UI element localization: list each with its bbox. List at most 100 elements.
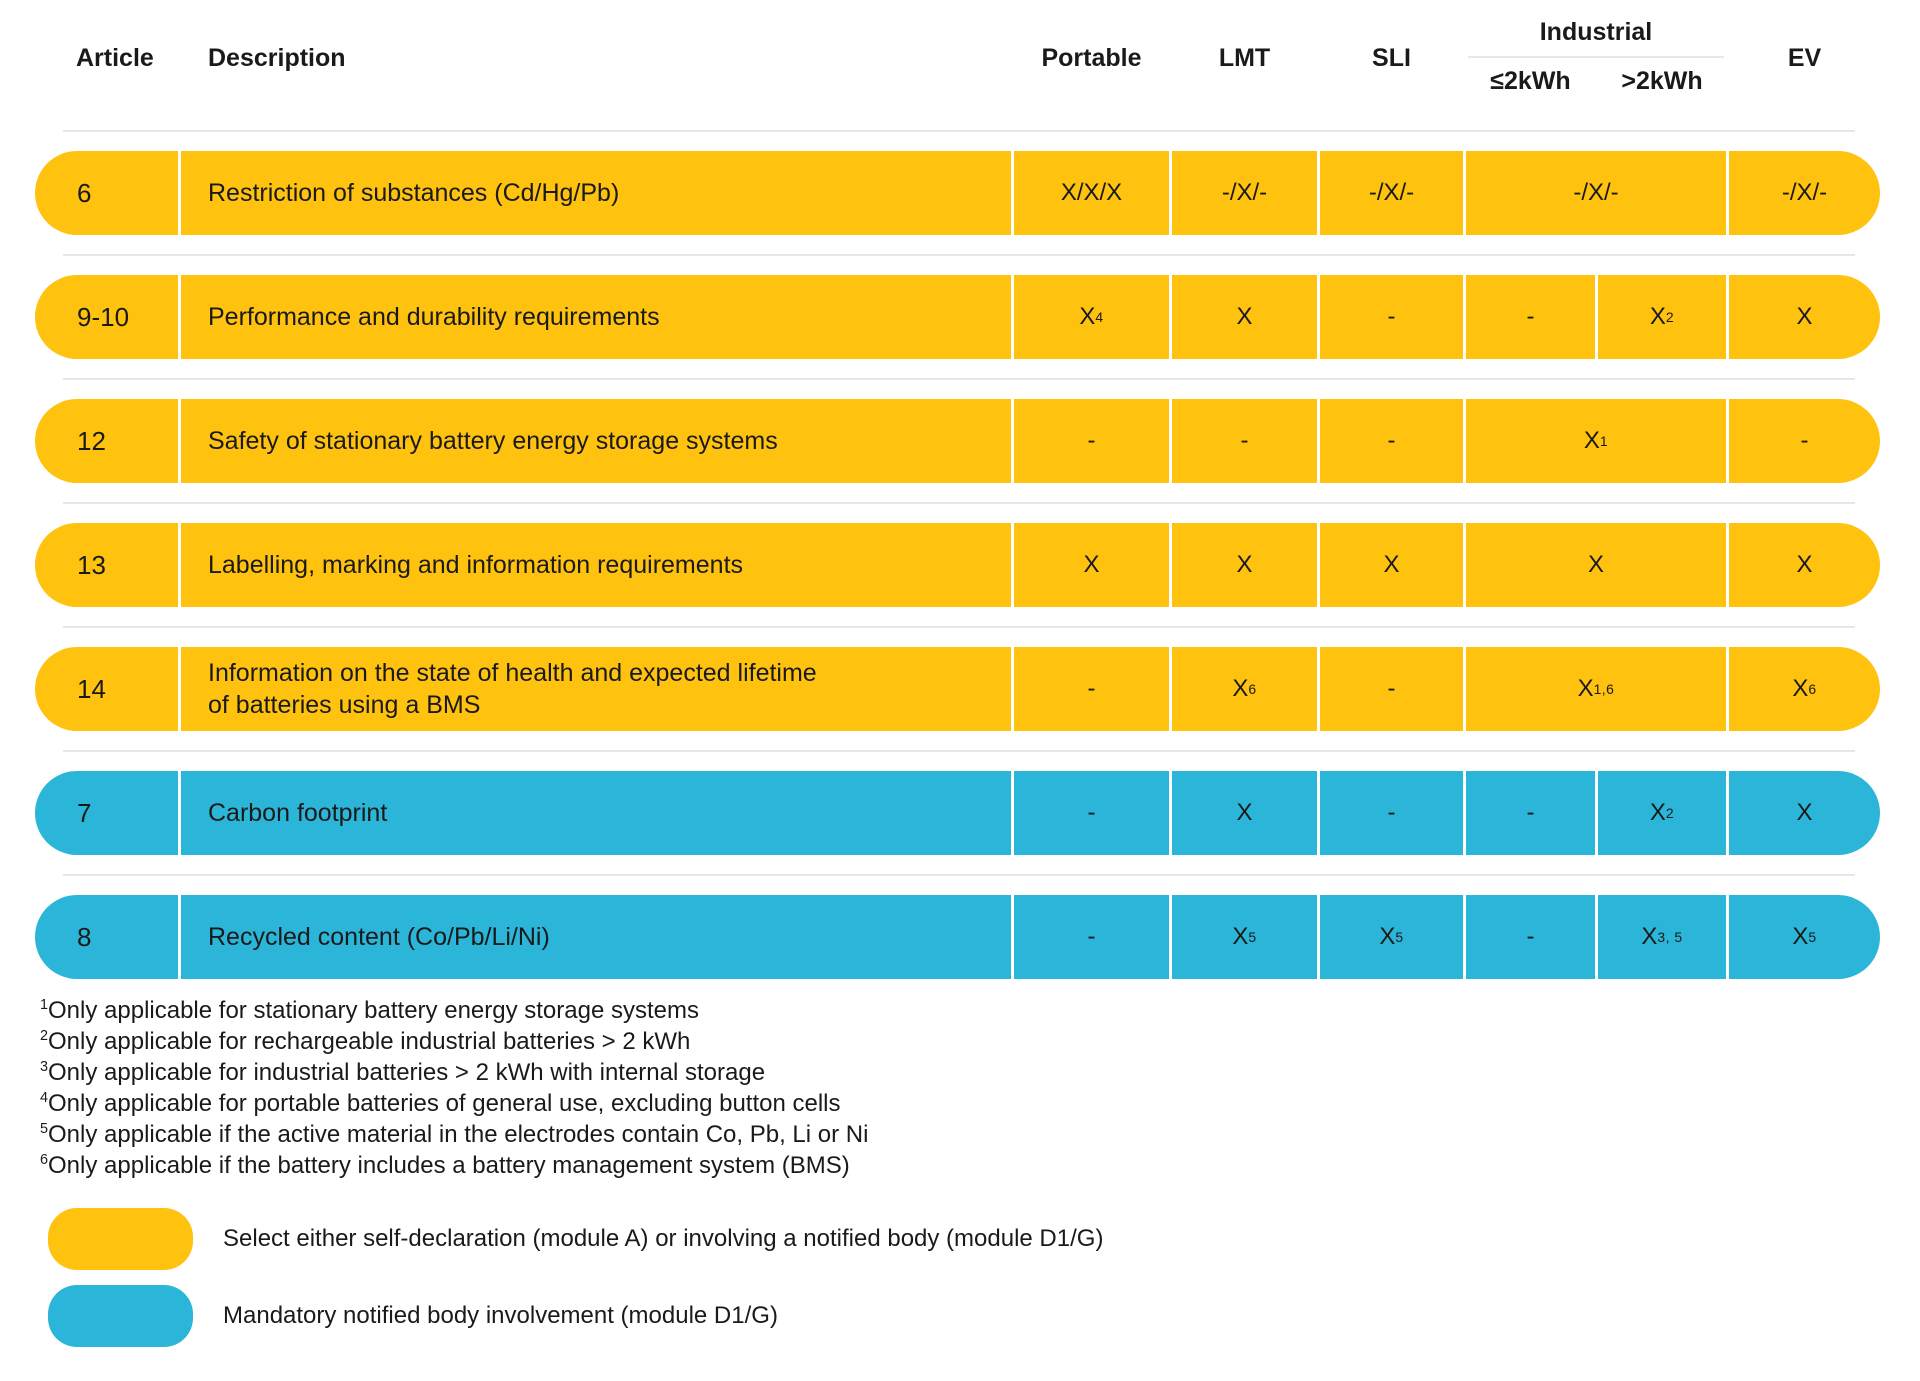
column-header-industrial-le2kwh: ≤2kWh	[1490, 67, 1571, 95]
article-cell: 8	[35, 895, 178, 979]
industrial-le2kwh-value: -	[1466, 771, 1595, 855]
description-cell: Labelling, marking and information requi…	[181, 523, 1011, 607]
table-header-row: Article Description Portable LMT SLI Ind…	[35, 10, 1883, 106]
footnote-6: 6Only applicable if the battery includes…	[40, 1152, 850, 1179]
footnotes: 1Only applicable for stationary battery …	[40, 995, 868, 1181]
legend-swatch-blue	[48, 1285, 193, 1347]
requirements-table: Article Description Portable LMT SLI Ind…	[35, 10, 1883, 979]
lmt-value: -	[1172, 399, 1317, 483]
footnote-2: 2Only applicable for rechargeable indust…	[40, 1028, 691, 1055]
footnote-number: 2	[40, 1028, 49, 1044]
legend-item-yellow: Select either self-declaration (module A…	[48, 1208, 1103, 1270]
footnote-number: 3	[40, 1059, 49, 1075]
column-header-article: Article	[76, 43, 154, 72]
column-header-ev: EV	[1787, 43, 1822, 72]
row-divider	[63, 378, 1855, 380]
portable-value: X/X/X	[1014, 151, 1169, 235]
lmt-value: X	[1172, 523, 1317, 607]
table-row-article-6: 6 Restriction of substances (Cd/Hg/Pb) X/X…	[35, 151, 1883, 235]
legend-label-blue: Mandatory notified body involvement (mod…	[223, 1302, 778, 1329]
footnote-1: 1Only applicable for stationary battery …	[40, 997, 699, 1024]
industrial-subheaders: ≤2kWh >2kWh	[1466, 67, 1726, 96]
footnote-number: 1	[40, 997, 49, 1013]
footnote-number: 5	[40, 1121, 49, 1137]
row-divider	[63, 626, 1855, 628]
portable-value: -	[1014, 647, 1169, 731]
table-row-article-7: 7 Carbon footprint - X - - X 2 X	[35, 771, 1883, 855]
ev-value: X	[1729, 771, 1880, 855]
lmt-value: -/X/-	[1172, 151, 1317, 235]
description-cell: Information on the state of health and e…	[181, 647, 1011, 731]
sli-value: -	[1320, 647, 1463, 731]
table-row-article-14: 14 Information on the state of health and…	[35, 647, 1883, 731]
column-header-industrial-gt2kwh: >2kWh	[1621, 67, 1703, 95]
footnote-5: 5Only applicable if the active material …	[40, 1121, 869, 1148]
article-cell: 13	[35, 523, 178, 607]
column-header-industrial-group: Industrial ≤2kWh >2kWh	[1466, 10, 1726, 106]
column-header-sli: SLI	[1372, 43, 1411, 72]
industrial-value: X	[1466, 523, 1726, 607]
sli-value: -	[1320, 275, 1463, 359]
lmt-value: X	[1172, 771, 1317, 855]
article-cell: 12	[35, 399, 178, 483]
column-header-industrial: Industrial	[1539, 18, 1653, 46]
table-row-article-12: 12 Safety of stationary battery energy st…	[35, 399, 1883, 483]
portable-value: -	[1014, 895, 1169, 979]
portable-value: -	[1014, 771, 1169, 855]
sli-value: -/X/-	[1320, 151, 1463, 235]
industrial-value: X 1,6	[1466, 647, 1726, 731]
footnote-3: 3Only applicable for industrial batterie…	[40, 1059, 766, 1086]
footnote-4: 4Only applicable for portable batteries …	[40, 1090, 841, 1117]
portable-value: -	[1014, 399, 1169, 483]
description-cell: Safety of stationary battery energy stor…	[181, 399, 1011, 483]
industrial-le2kwh-value: -	[1466, 275, 1595, 359]
article-cell: 7	[35, 771, 178, 855]
industrial-group-divider	[1468, 56, 1724, 58]
industrial-le2kwh-value: -	[1466, 895, 1595, 979]
ev-value: -/X/-	[1729, 151, 1880, 235]
table-row-article-8: 8 Recycled content (Co/Pb/Li/Ni) - X 5 X 5- X 3,…	[35, 895, 1883, 979]
article-cell: 14	[35, 647, 178, 731]
portable-value: X	[1014, 523, 1169, 607]
ev-value: X	[1729, 275, 1880, 359]
article-cell: 6	[35, 151, 178, 235]
footnote-number: 4	[40, 1090, 49, 1106]
legend: Select either self-declaration (module A…	[48, 1208, 1103, 1362]
description-cell: Carbon footprint	[181, 771, 1011, 855]
column-header-portable: Portable	[1041, 43, 1142, 72]
industrial-value: -/X/-	[1466, 151, 1726, 235]
description-cell: Restriction of substances (Cd/Hg/Pb)	[181, 151, 1011, 235]
column-header-description: Description	[208, 43, 346, 72]
row-divider	[63, 502, 1855, 504]
legend-label-yellow: Select either self-declaration (module A…	[223, 1225, 1104, 1252]
row-divider	[63, 254, 1855, 256]
table-body: 6 Restriction of substances (Cd/Hg/Pb) X/X…	[35, 130, 1883, 979]
row-divider	[63, 750, 1855, 752]
industrial-gt2kwh-value: X 3, 5	[1598, 895, 1726, 979]
sli-value: X	[1320, 523, 1463, 607]
footnote-number: 6	[40, 1152, 49, 1168]
legend-swatch-yellow	[48, 1208, 193, 1270]
description-cell: Recycled content (Co/Pb/Li/Ni)	[181, 895, 1011, 979]
column-header-lmt: LMT	[1218, 43, 1271, 72]
description-cell: Performance and durability requirements	[181, 275, 1011, 359]
sli-value: -	[1320, 399, 1463, 483]
ev-value: X	[1729, 523, 1880, 607]
sli-value: -	[1320, 771, 1463, 855]
row-divider	[63, 130, 1855, 132]
row-divider	[63, 874, 1855, 876]
ev-value: -	[1729, 399, 1880, 483]
table-row-article-9-10: 9-10 Performance and durability requireme…	[35, 275, 1883, 359]
table-row-article-13: 13 Labelling, marking and information req…	[35, 523, 1883, 607]
article-cell: 9-10	[35, 275, 178, 359]
